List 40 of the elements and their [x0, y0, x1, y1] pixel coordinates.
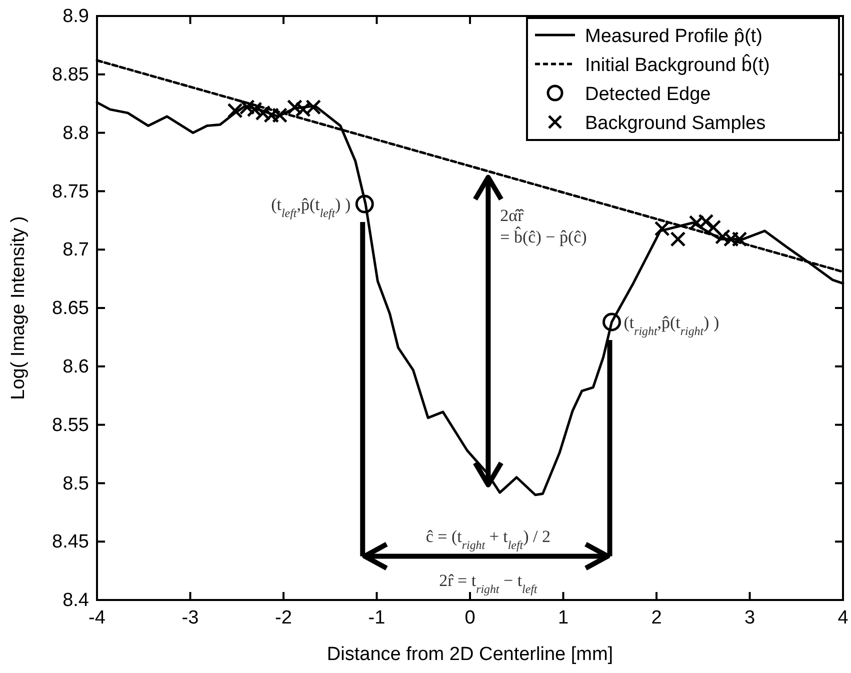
- annotation: ĉ = (t$_{right}$ + t$_{left}$) / 2: [426, 527, 550, 552]
- y-tick-label: 8.5: [62, 473, 89, 494]
- legend-label: Background Samples: [585, 113, 766, 134]
- x-tick-label: -4: [88, 607, 106, 628]
- y-tick-label: 8.6: [62, 356, 89, 378]
- annotation: 2r̂ = t$_{right}$ − t$_{left}$: [439, 571, 538, 596]
- point: [706, 220, 722, 236]
- point: [264, 108, 280, 124]
- y-tick-label: 8.65: [52, 298, 89, 320]
- x-tick-label: -3: [182, 607, 199, 628]
- y-tick-label: 8.8: [62, 122, 89, 144]
- x-tick-label: 2: [651, 607, 662, 628]
- legend-label: Initial Background b̂(t): [585, 54, 770, 76]
- y-tick-label: 8.75: [52, 181, 89, 202]
- x-axis-title: Distance from 2D Centerline [mm]: [326, 644, 614, 665]
- point: [246, 102, 262, 118]
- x-tick-label: 1: [558, 607, 569, 628]
- x-tick-label: -2: [275, 607, 292, 628]
- point: [286, 99, 302, 115]
- x-tick-label: 4: [838, 607, 849, 628]
- annotation: (t$_{left}$,p̂(t$_{left}$) ): [271, 195, 351, 220]
- legend-label: Detected Edge: [585, 84, 711, 105]
- y-tick-label: 8.45: [52, 532, 89, 553]
- point: [723, 231, 739, 247]
- y-axis-title: Log( Image Intensity ): [8, 216, 29, 400]
- legend-label: Measured Profile p̂(t): [585, 26, 762, 47]
- y-tick-label: 8.85: [52, 64, 89, 86]
- annotation: (t$_{right}$,p̂(t$_{right}$) ): [624, 313, 720, 338]
- annotation: 2α̂r̂ = b̂(ĉ) − p̂(ĉ): [500, 206, 587, 246]
- point: [355, 194, 374, 214]
- y-tick-label: 8.9: [62, 6, 89, 28]
- x-tick-label: 3: [744, 607, 756, 628]
- y-tick-label: 8.55: [52, 414, 89, 436]
- x-tick-label: 0: [464, 607, 476, 628]
- y-tick-label: 8.7: [62, 240, 89, 261]
- point: [602, 312, 621, 332]
- point: [654, 220, 670, 236]
- point: [670, 231, 686, 247]
- x-tick-label: -1: [368, 607, 386, 628]
- y-tick-label: 8.4: [62, 590, 90, 612]
